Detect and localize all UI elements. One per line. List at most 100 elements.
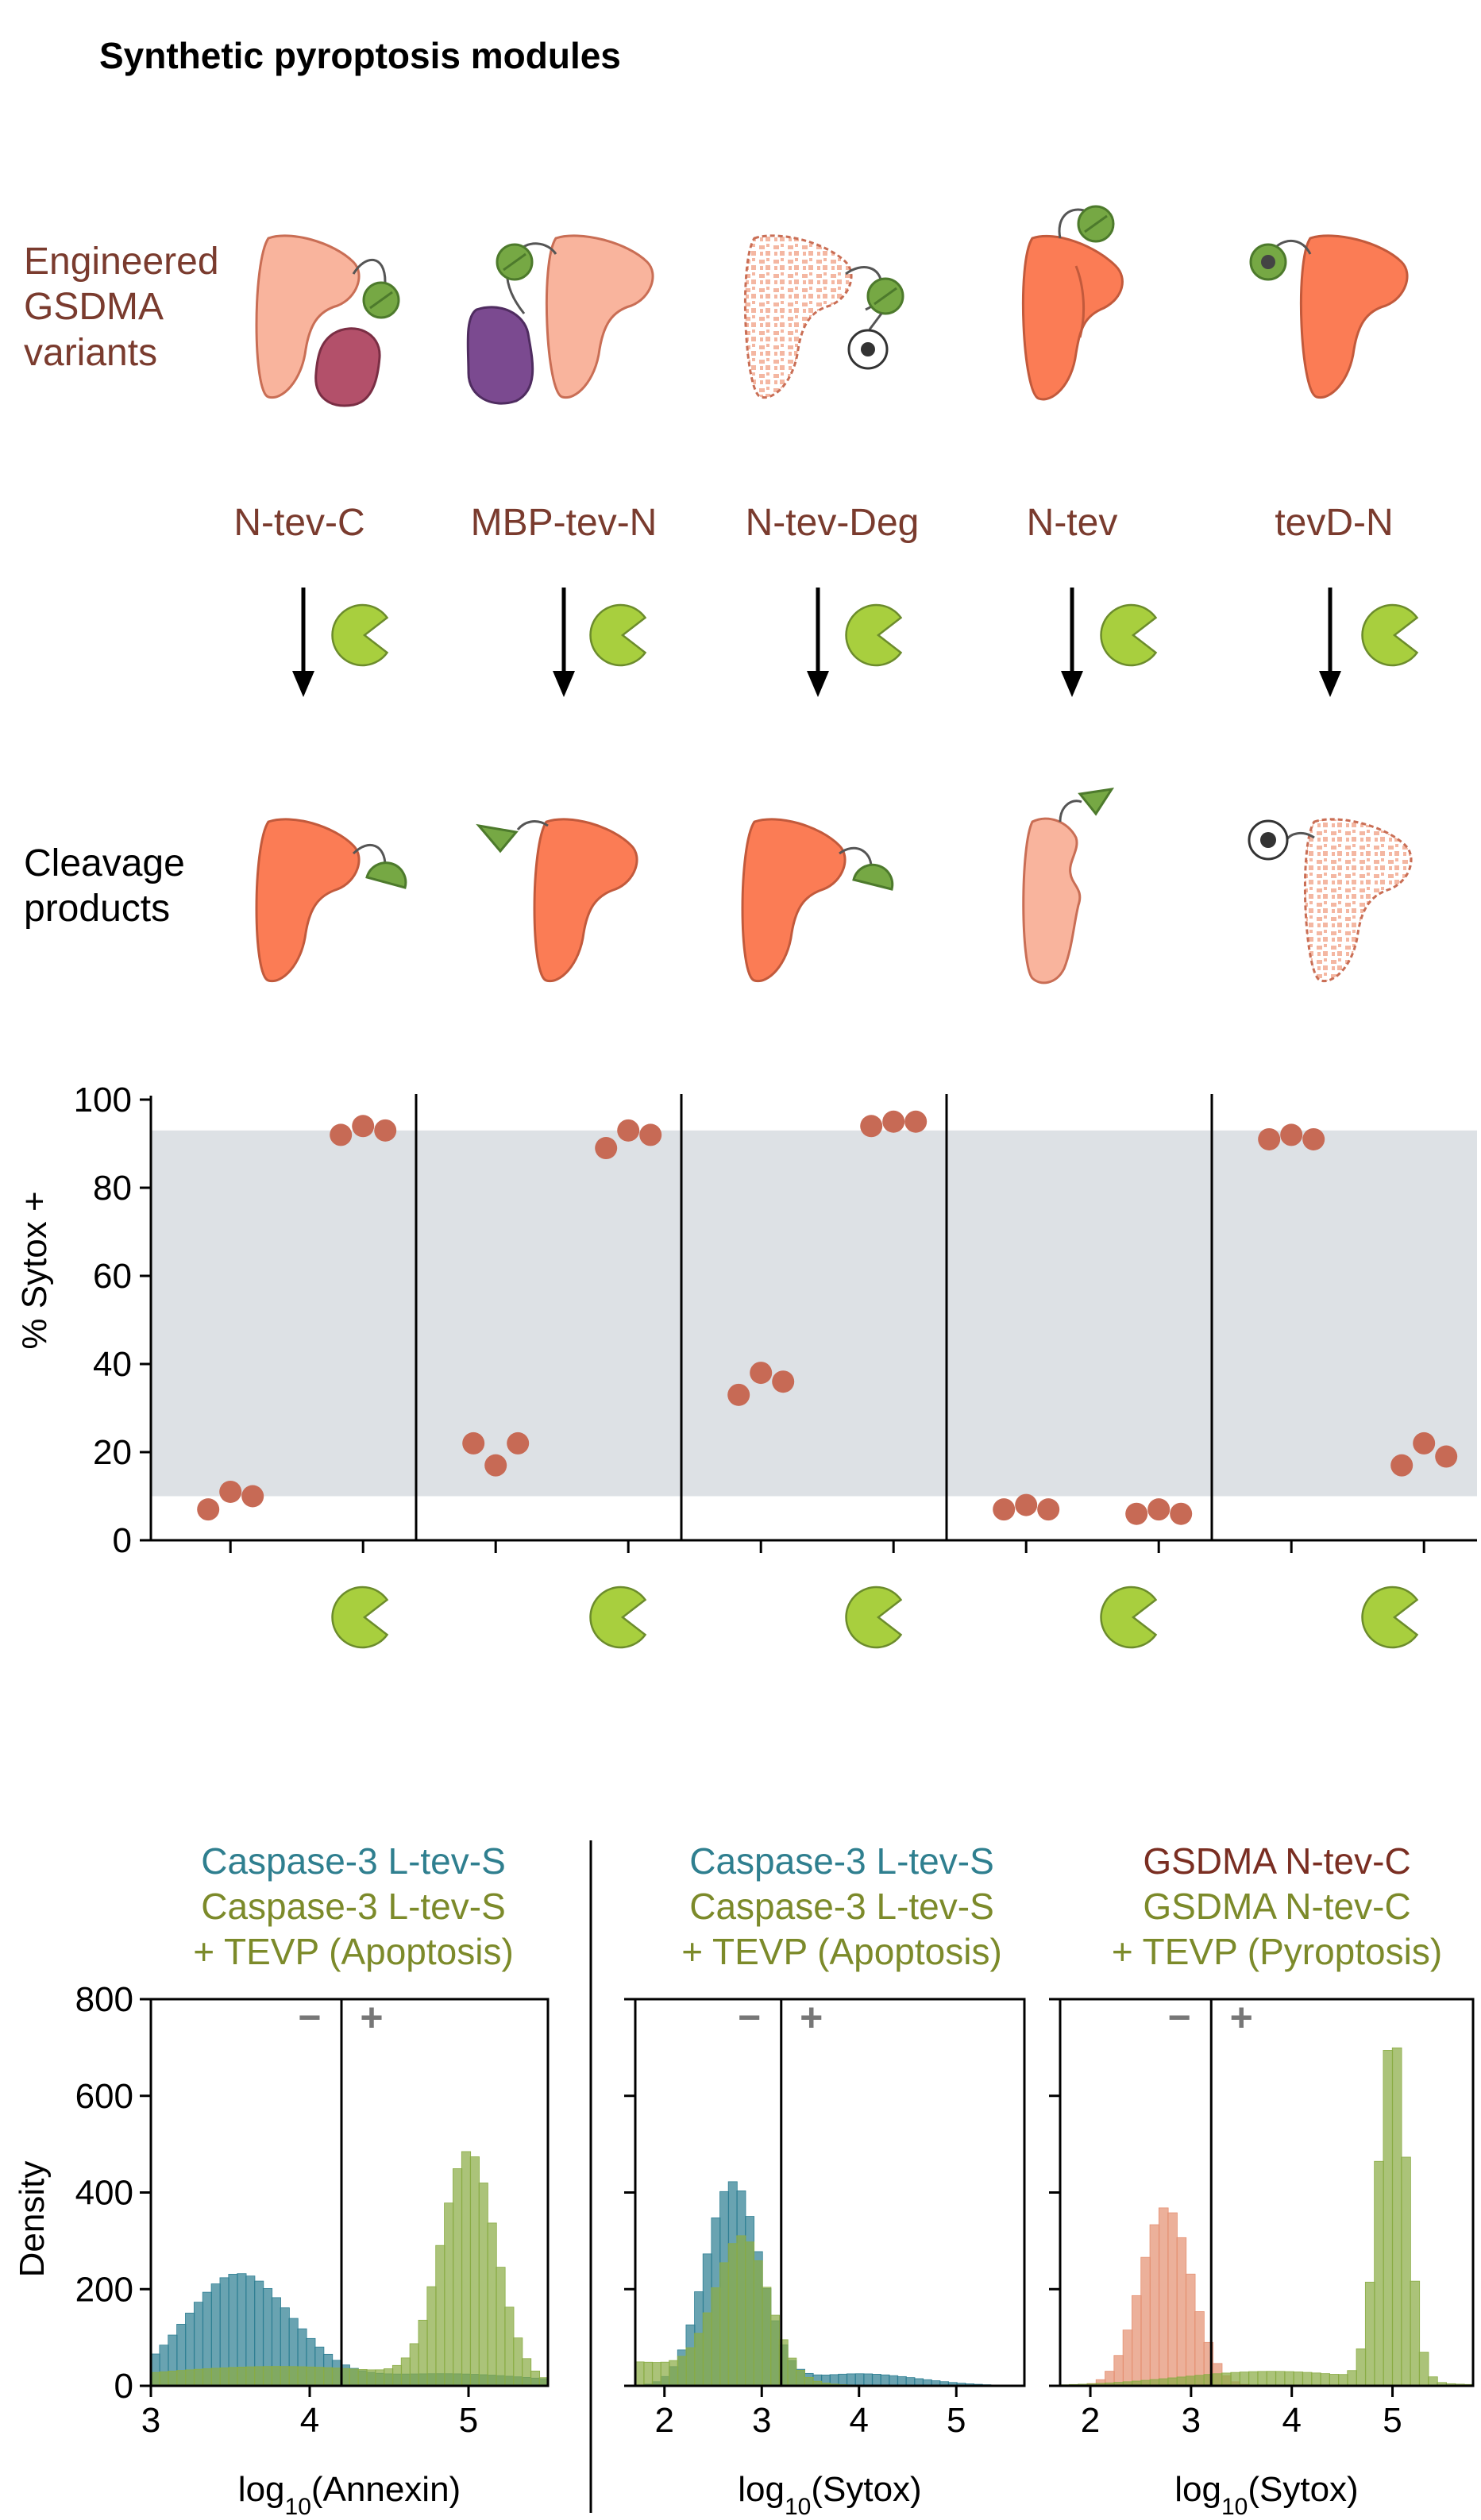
y-tick-label: 40 bbox=[93, 1345, 132, 1384]
histogram-bar bbox=[210, 2368, 221, 2387]
histogram-bar bbox=[711, 2287, 721, 2387]
histogram-bar bbox=[1347, 2370, 1357, 2387]
histogram-bar bbox=[444, 2202, 454, 2387]
engineered-label-line: Engineered bbox=[24, 241, 219, 283]
histogram-bar bbox=[478, 2183, 488, 2387]
data-point bbox=[507, 1431, 530, 1455]
pacman-icon bbox=[589, 1586, 646, 1649]
variant-mbp-tev-n-diagram bbox=[466, 234, 654, 405]
histogram-bar bbox=[787, 2357, 797, 2387]
histogram-bar bbox=[643, 2361, 654, 2387]
histogram-title-line: Caspase-3 L-tev-S bbox=[201, 1840, 506, 1882]
linker bbox=[1058, 208, 1085, 239]
tev-fragment-icon bbox=[852, 863, 894, 891]
n-domain-shape bbox=[255, 818, 361, 983]
histogram-bar bbox=[150, 2372, 160, 2387]
n-domain-shape bbox=[741, 818, 847, 983]
histogram-bar bbox=[1176, 2376, 1187, 2387]
tev-fragment-icon bbox=[476, 823, 519, 853]
product-n-tev-deg bbox=[741, 818, 894, 983]
tev-fragment-icon bbox=[1078, 788, 1115, 816]
engineered-label: Engineered GSDMA variants bbox=[24, 241, 219, 374]
cleavage-label-line: Cleavage bbox=[24, 842, 185, 884]
histogram-bar bbox=[1230, 2372, 1240, 2387]
mbp-shape bbox=[466, 306, 534, 405]
x-tick-label: 5 bbox=[1383, 2401, 1402, 2440]
variant-labels: N-tev-C MBP-tev-N N-tev-Deg N-tev tevD-N bbox=[233, 502, 1393, 544]
histogram-bar bbox=[1364, 2281, 1375, 2387]
product-n-tev-c bbox=[255, 818, 407, 983]
data-point bbox=[860, 1115, 883, 1138]
data-point bbox=[904, 1110, 928, 1133]
product-tevd-n bbox=[1248, 818, 1413, 983]
histogram-bar bbox=[280, 2366, 290, 2387]
pacman-icon bbox=[1100, 603, 1157, 667]
scatter-points bbox=[197, 1110, 1458, 1525]
gate-plus-label: + bbox=[360, 1995, 383, 2040]
histogram-bar bbox=[727, 2243, 738, 2387]
y-tick-label: 0 bbox=[114, 2367, 133, 2406]
data-point bbox=[882, 1110, 905, 1133]
deg-domain-shape bbox=[743, 234, 853, 399]
histogram-bar bbox=[1257, 2371, 1267, 2387]
x-tick-label: 2 bbox=[655, 2401, 674, 2440]
sytox-scatter-chart: 0 20 40 60 80 100 % Sytox + bbox=[15, 1081, 1477, 1560]
reference-band bbox=[151, 1130, 1477, 1497]
histogram-bar bbox=[669, 2360, 679, 2387]
protease-arrows bbox=[292, 588, 1418, 697]
pacman-icon bbox=[1361, 1586, 1418, 1649]
histogram-bar bbox=[288, 2366, 299, 2387]
gate-minus-label: − bbox=[738, 1995, 761, 2040]
histogram-bar bbox=[1311, 2372, 1321, 2387]
histogram-bar bbox=[838, 2373, 848, 2387]
histogram-title-line: GSDMA N-tev-C bbox=[1143, 1840, 1410, 1882]
histogram-title-line: + TEVP (Apoptosis) bbox=[681, 1931, 1002, 1972]
pacman-icon bbox=[1100, 1586, 1157, 1649]
pacman-icon bbox=[845, 1586, 902, 1649]
histogram-bar bbox=[702, 2312, 712, 2387]
histogram-bar bbox=[1122, 2329, 1133, 2387]
data-point bbox=[241, 1485, 264, 1508]
histogram-bar bbox=[219, 2367, 229, 2387]
histogram-bar bbox=[1266, 2371, 1277, 2387]
linker bbox=[1276, 239, 1312, 255]
histogram-title-line: Caspase-3 L-tev-S bbox=[201, 1886, 506, 1927]
histogram-bar bbox=[863, 2373, 874, 2387]
histogram-bar bbox=[1329, 2374, 1340, 2387]
data-point bbox=[1037, 1498, 1060, 1521]
histogram-bar bbox=[521, 2358, 532, 2387]
product-n-tev bbox=[1022, 788, 1115, 984]
histogram-bar bbox=[1338, 2374, 1348, 2387]
histogram-bar bbox=[237, 2367, 247, 2387]
histogram-bar bbox=[426, 2286, 437, 2387]
histogram-bar bbox=[889, 2375, 899, 2387]
y-tick-label: 800 bbox=[75, 1980, 133, 2019]
data-point bbox=[197, 1498, 220, 1521]
histogram-bar bbox=[1356, 2348, 1367, 2387]
histogram-bar bbox=[1410, 2280, 1421, 2387]
data-point bbox=[374, 1119, 397, 1142]
x-axis-label: log10(Sytox) bbox=[738, 2470, 921, 2520]
histogram-bar bbox=[854, 2373, 865, 2387]
data-point bbox=[1170, 1502, 1193, 1525]
histogram-bar bbox=[357, 2369, 368, 2387]
variant-n-tev-diagram bbox=[1021, 205, 1124, 401]
down-arrow-icon bbox=[1319, 588, 1341, 697]
data-point bbox=[1413, 1431, 1436, 1455]
fold-line bbox=[1074, 265, 1086, 338]
histogram-bar bbox=[736, 2235, 746, 2387]
histogram-title-line: Caspase-3 L-tev-S bbox=[689, 1886, 994, 1927]
cleavage-label-line: products bbox=[24, 888, 170, 930]
variant-label-tevd-n: tevD-N bbox=[1275, 502, 1393, 544]
histogram-bar bbox=[1194, 2311, 1205, 2387]
histogram-bar bbox=[271, 2366, 281, 2387]
histogram-bar bbox=[418, 2319, 428, 2387]
histogram-bar bbox=[513, 2337, 523, 2387]
x-tick-label: 4 bbox=[1282, 2401, 1301, 2440]
cleavage-label: Cleavage products bbox=[24, 842, 185, 930]
data-point bbox=[639, 1123, 662, 1146]
histogram-y-label: Density bbox=[13, 2161, 52, 2278]
